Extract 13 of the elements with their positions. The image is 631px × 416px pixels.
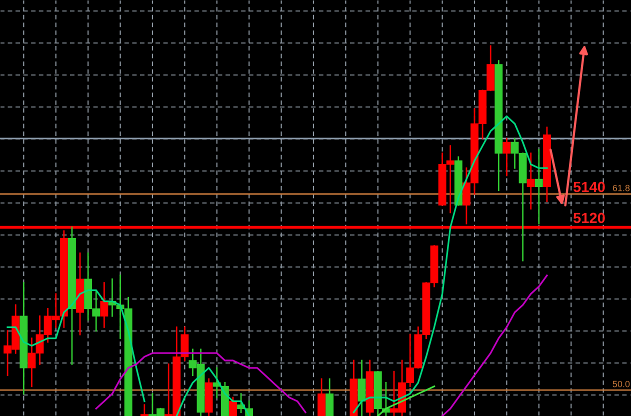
candlestick	[100, 282, 108, 328]
candlestick	[534, 148, 543, 224]
candlestick	[502, 138, 511, 176]
candlestick	[229, 396, 237, 416]
candlestick	[140, 404, 148, 416]
candlestick	[326, 378, 334, 416]
candlestick	[526, 152, 535, 210]
candlestick	[358, 360, 366, 416]
text: 5120	[573, 212, 605, 224]
text: 61.8	[612, 184, 630, 192]
text: 5140	[573, 182, 605, 192]
text: 50.0	[612, 380, 630, 388]
candlestick	[318, 378, 326, 416]
